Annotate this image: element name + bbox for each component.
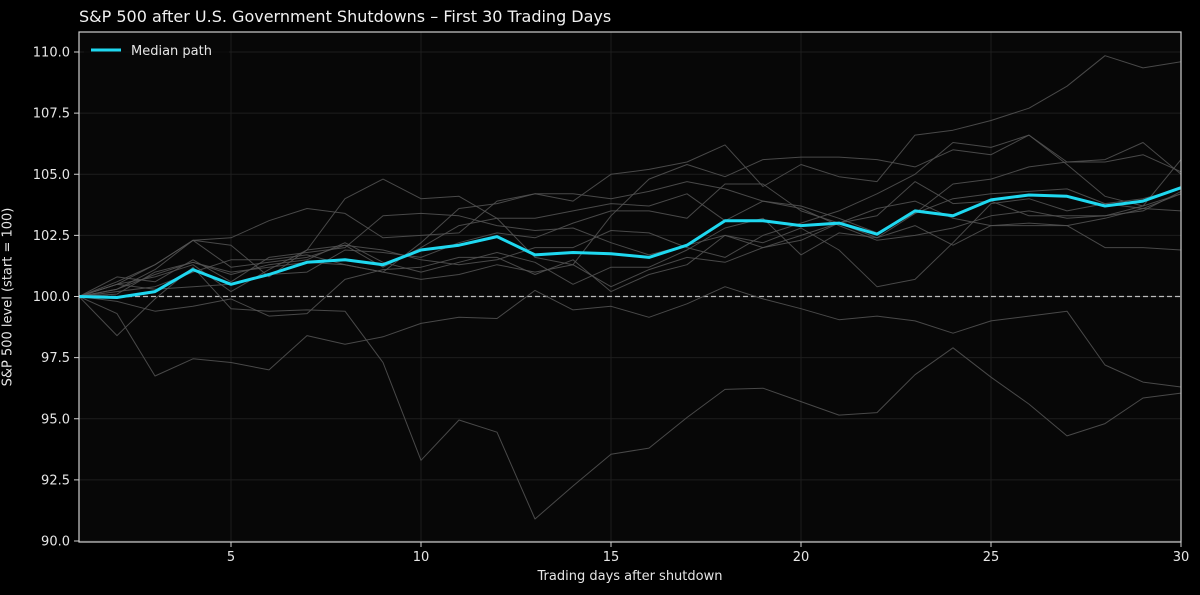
legend-median-label: Median path	[131, 44, 212, 59]
shutdown-path	[78, 188, 1182, 297]
shutdown-path	[78, 266, 1182, 520]
shutdown-path	[78, 134, 1182, 297]
y-tick-label: 105.0	[33, 168, 70, 183]
legend: Median path	[84, 37, 229, 63]
y-tick-label: 107.5	[33, 107, 70, 122]
y-tick-label: 100.0	[33, 290, 70, 305]
x-axis-label: Trading days after shutdown	[537, 569, 723, 584]
x-tick-label: 20	[793, 550, 810, 565]
x-tick-label: 30	[1173, 550, 1190, 565]
axes-frame	[78, 31, 1182, 543]
individual-shutdown-paths	[78, 55, 1182, 520]
y-tick-label: 95.0	[41, 412, 70, 427]
y-tick-label: 90.0	[41, 535, 70, 550]
y-tick-label: 92.5	[41, 473, 70, 488]
median-path	[78, 186, 1182, 299]
y-axis-ticks: 90.0 92.5 95.0 97.5 100.0 102.5 105.0 107.5 110.…	[33, 46, 79, 550]
shutdown-path	[78, 208, 1182, 297]
shutdown-path	[78, 188, 1182, 317]
x-tick-label: 5	[227, 550, 235, 565]
x-tick-label: 10	[413, 550, 430, 565]
median-path-line	[78, 186, 1182, 299]
grid-lines	[79, 32, 1182, 542]
y-tick-label: 97.5	[41, 351, 70, 366]
y-tick-label: 102.5	[33, 229, 70, 244]
shutdown-path	[78, 55, 1182, 297]
shutdown-path	[78, 181, 1182, 297]
chart-title: S&P 500 after U.S. Government Shutdowns …	[79, 7, 612, 26]
shutdown-path	[78, 286, 1182, 388]
shutdown-path	[78, 181, 1182, 297]
x-tick-label: 25	[983, 550, 1000, 565]
y-tick-label: 110.0	[33, 46, 70, 61]
axes-background	[79, 32, 1181, 542]
x-tick-label: 15	[603, 550, 620, 565]
shutdown-path	[78, 134, 1182, 297]
x-axis-ticks: 5 10 15 20 25 30	[227, 542, 1189, 565]
